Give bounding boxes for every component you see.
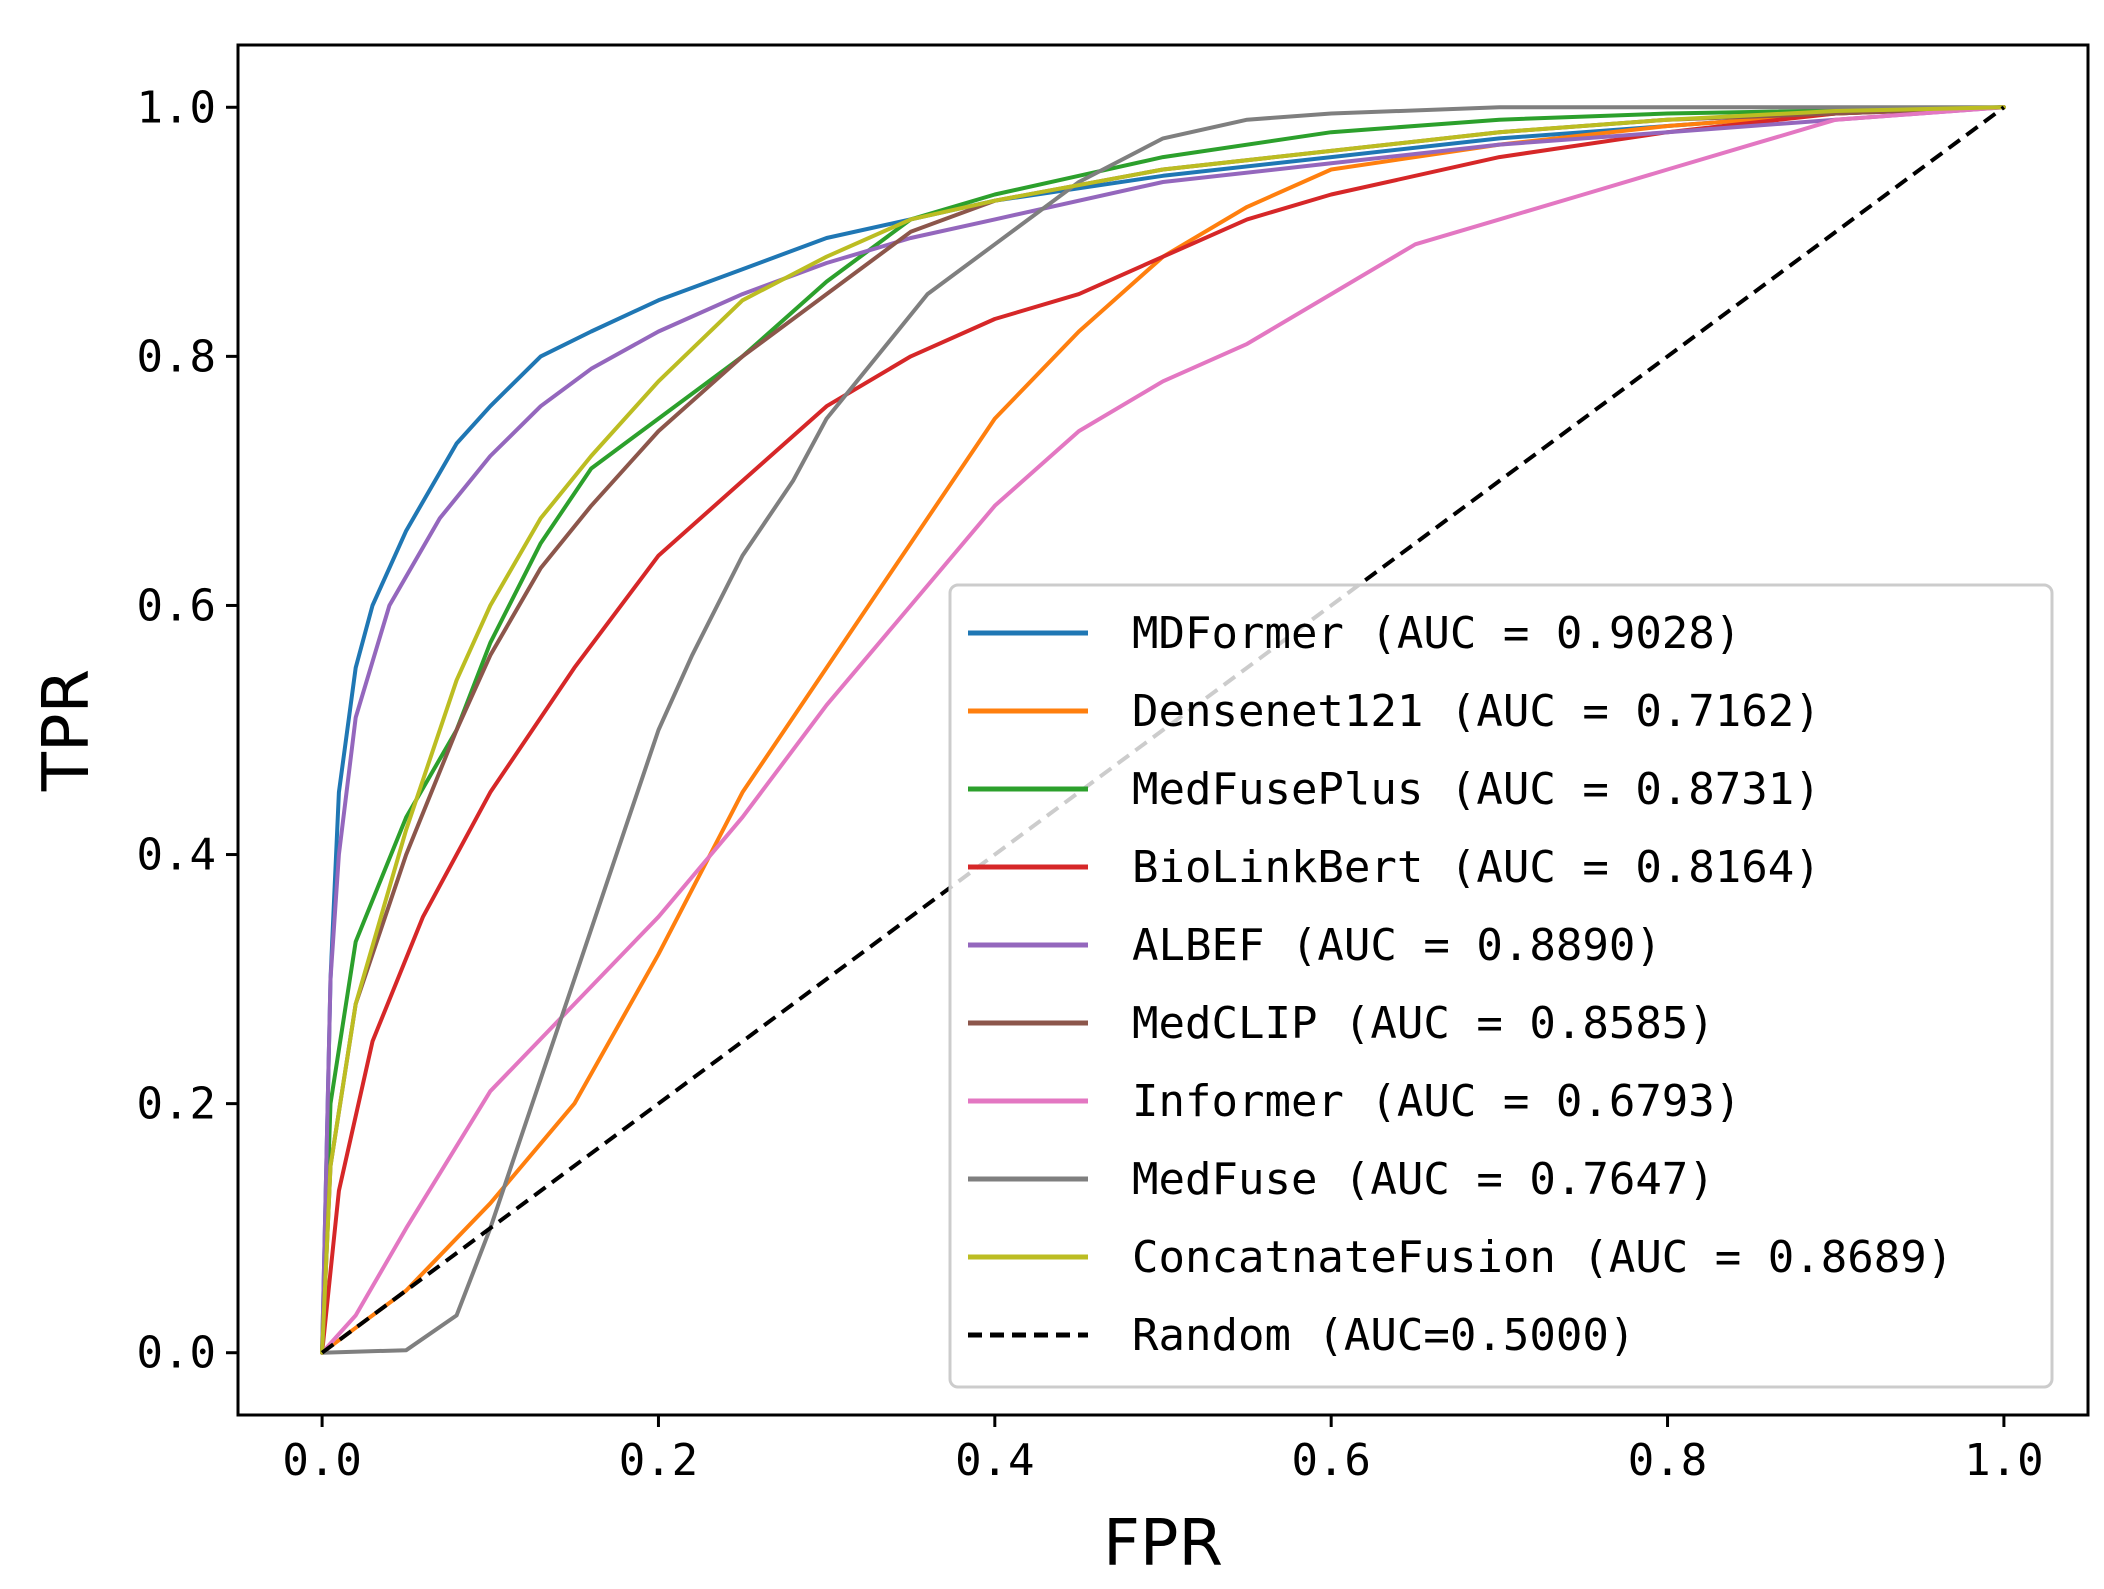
legend-label-3: BioLinkBert (AUC = 0.8164) — [1132, 842, 1821, 893]
x-tick-label-5: 1.0 — [1964, 1435, 2043, 1486]
legend-label-7: MedFuse (AUC = 0.7647) — [1132, 1154, 1715, 1205]
legend-label-1: Densenet121 (AUC = 0.7162) — [1132, 686, 1821, 737]
y-tick-label-4: 0.8 — [137, 331, 216, 382]
legend-label-8: ConcatnateFusion (AUC = 0.8689) — [1132, 1232, 1953, 1283]
series-line-7 — [320, 105, 2006, 1355]
y-axis-label: TPR — [30, 669, 104, 792]
legend-box — [948, 583, 2054, 1389]
y-tick-label-0: 0.0 — [137, 1328, 216, 1379]
x-tick-label-2: 0.4 — [955, 1435, 1034, 1486]
x-tick-label-1: 0.2 — [619, 1435, 698, 1486]
legend-label-2: MedFusePlus (AUC = 0.8731) — [1132, 764, 1821, 815]
ticks-layer: 0.0 0.2 0.4 0.6 0.8 1.0 0.0 0.2 0.4 0.6 0.8 1.0 — [137, 82, 2044, 1486]
x-tick-label-0: 0.0 — [282, 1435, 361, 1486]
legend-label-0: MDFormer (AUC = 0.9028) — [1132, 608, 1741, 659]
y-tick-label-5: 1.0 — [137, 82, 216, 133]
series-line-4 — [320, 105, 2006, 1355]
x-axis-label: FPR — [1103, 1507, 1223, 1581]
y-tick-label-3: 0.6 — [137, 580, 216, 631]
legend-label-6: Informer (AUC = 0.6793) — [1132, 1076, 1741, 1127]
legend-label-9: Random (AUC=0.5000) — [1132, 1310, 1635, 1361]
legend-label-5: MedCLIP (AUC = 0.8585) — [1132, 998, 1715, 1049]
legend: MDFormer (AUC = 0.9028) Densenet121 (AUC … — [948, 583, 2054, 1389]
series-line-8 — [320, 105, 2006, 1355]
plot-frame — [236, 43, 2090, 1417]
x-tick-label-3: 0.6 — [1291, 1435, 1370, 1486]
y-tick-label-1: 0.2 — [137, 1079, 216, 1130]
series-line-0 — [320, 105, 2006, 1355]
y-tick-label-2: 0.4 — [137, 830, 216, 881]
x-tick-label-4: 0.8 — [1628, 1435, 1707, 1486]
series-line-6 — [320, 105, 2006, 1355]
legend-label-4: ALBEF (AUC = 0.8890) — [1132, 920, 1662, 971]
series-line-3 — [320, 105, 2006, 1355]
series-layer — [320, 105, 2006, 1355]
